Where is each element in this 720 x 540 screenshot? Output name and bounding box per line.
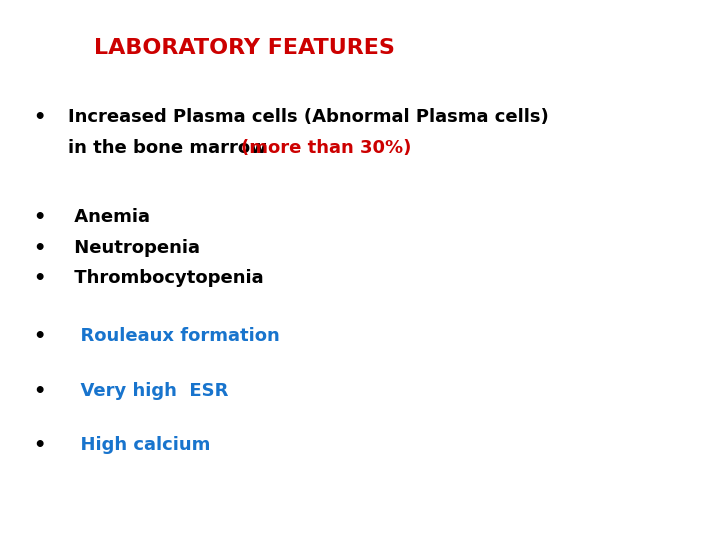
Text: Anemia: Anemia <box>68 208 150 226</box>
Text: Neutropenia: Neutropenia <box>68 239 200 256</box>
Text: Rouleaux formation: Rouleaux formation <box>68 327 280 345</box>
Text: •: • <box>33 269 46 288</box>
Text: in the bone marrow: in the bone marrow <box>68 139 274 157</box>
Text: (more than 30%): (more than 30%) <box>240 139 411 157</box>
Text: •: • <box>33 327 46 346</box>
Text: •: • <box>33 108 46 127</box>
Text: Very high  ESR: Very high ESR <box>68 382 229 400</box>
Text: •: • <box>33 208 46 227</box>
Text: •: • <box>33 436 46 455</box>
Text: •: • <box>33 382 46 401</box>
Text: Increased Plasma cells (Abnormal Plasma cells): Increased Plasma cells (Abnormal Plasma … <box>68 108 549 126</box>
Text: •: • <box>33 239 46 258</box>
Text: LABORATORY FEATURES: LABORATORY FEATURES <box>94 38 395 58</box>
Text: Thrombocytopenia: Thrombocytopenia <box>68 269 264 287</box>
Text: High calcium: High calcium <box>68 436 211 454</box>
